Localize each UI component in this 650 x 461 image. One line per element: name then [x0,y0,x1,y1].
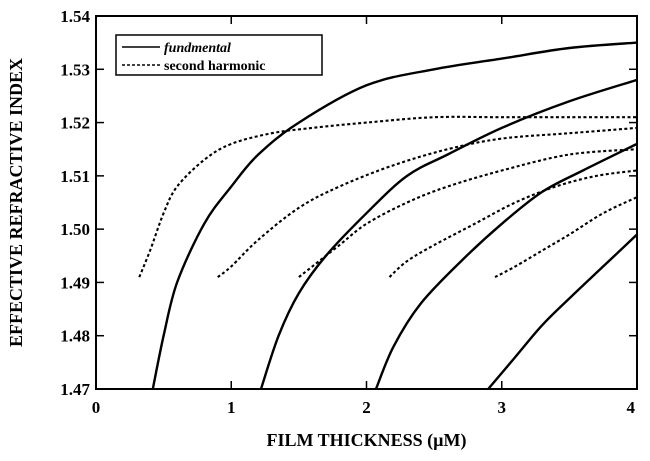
y-tick-label: 1.49 [60,273,90,292]
y-tick-label: 1.51 [60,167,90,186]
legend: fundmental second harmonic [115,34,323,76]
x-tick-label: 0 [92,398,101,417]
fundmental-curve [151,41,638,390]
fundmental-curve [487,233,638,390]
series-layer [138,41,638,390]
y-tick-label: 1.50 [60,220,90,239]
second-harmonic-curve [298,148,638,278]
fundmental-curve [259,78,638,390]
x-tick-label: 4 [627,398,636,417]
second-harmonic-curve [494,196,638,279]
fundmental-curve [374,142,638,390]
y-tick-label: 1.52 [60,114,90,133]
second-harmonic-curve [217,126,638,278]
second-harmonic-curve [138,115,637,278]
ticks-layer [95,15,638,390]
second-harmonic-curve [388,169,638,278]
y-axis-label: EFFECTIVE REFRACTIVE INDEX [6,58,26,347]
y-tick-label: 1.54 [60,7,90,26]
x-tick-label: 2 [362,398,371,417]
legend-label-second-harmonic: second harmonic [164,59,266,74]
legend-box [115,34,323,76]
x-tick-label: 1 [227,398,236,417]
legend-label-fundmental: fundmental [164,41,231,56]
x-axis-label: FILM THICKNESS (µM) [266,430,466,451]
y-tick-label: 1.48 [60,327,90,346]
y-tick-label: 1.47 [60,380,90,399]
tick-labels-layer: 0 1 2 3 4 1.47 1.48 1.49 1.50 1.51 1.52 1.53 1.54 [60,7,635,417]
x-tick-label: 3 [498,398,507,417]
y-tick-label: 1.53 [60,60,90,79]
